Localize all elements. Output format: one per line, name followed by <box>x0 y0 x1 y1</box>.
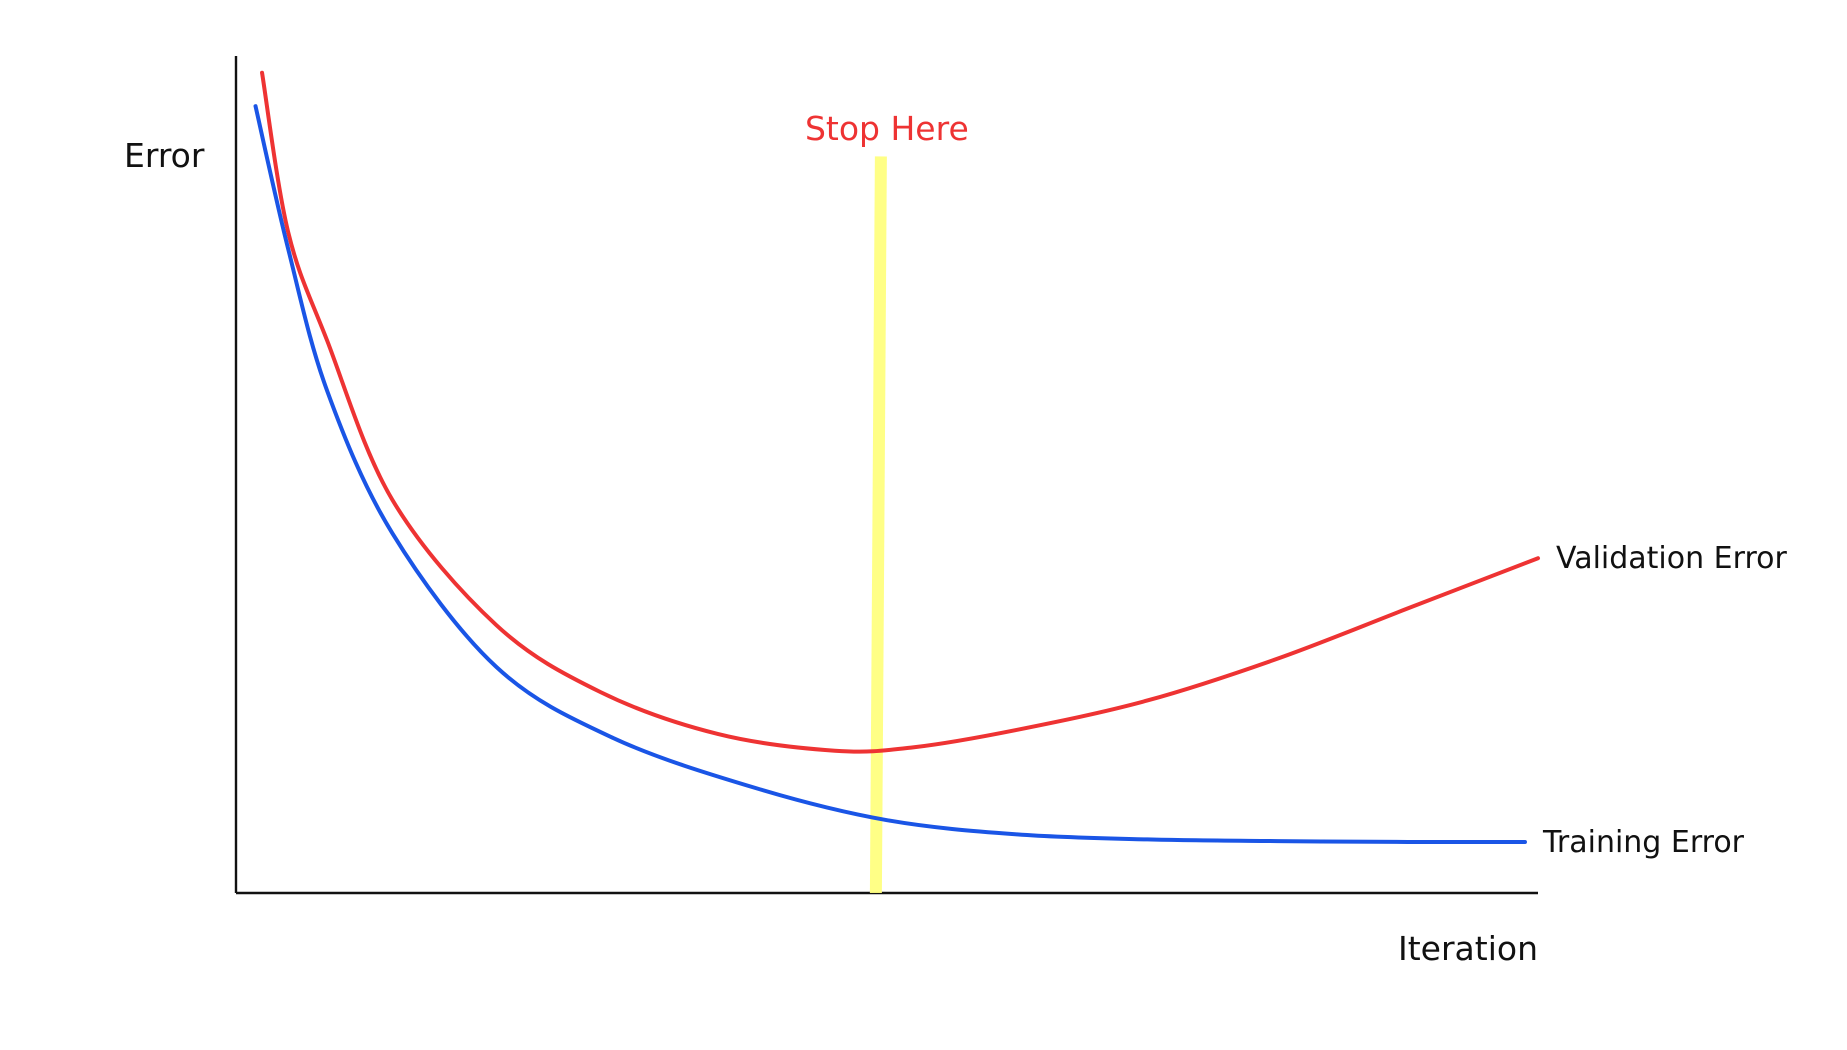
axes <box>234 56 1538 895</box>
labels-layer: Validation Error Training Error <box>1542 541 1787 860</box>
x-axis-label: Iteration <box>1398 929 1538 968</box>
annotations-layer: Stop Here <box>805 109 969 894</box>
stop-here-label: Stop Here <box>805 109 969 148</box>
validation-error-label: Validation Error <box>1556 541 1787 576</box>
validation-error-series-line <box>260 70 1540 754</box>
y-axis-label: Error <box>124 136 205 175</box>
series-layer <box>253 70 1540 845</box>
training-error-label: Training Error <box>1542 825 1745 860</box>
stop-here-marker-line <box>869 156 887 894</box>
training-error-series-line <box>253 104 1527 845</box>
